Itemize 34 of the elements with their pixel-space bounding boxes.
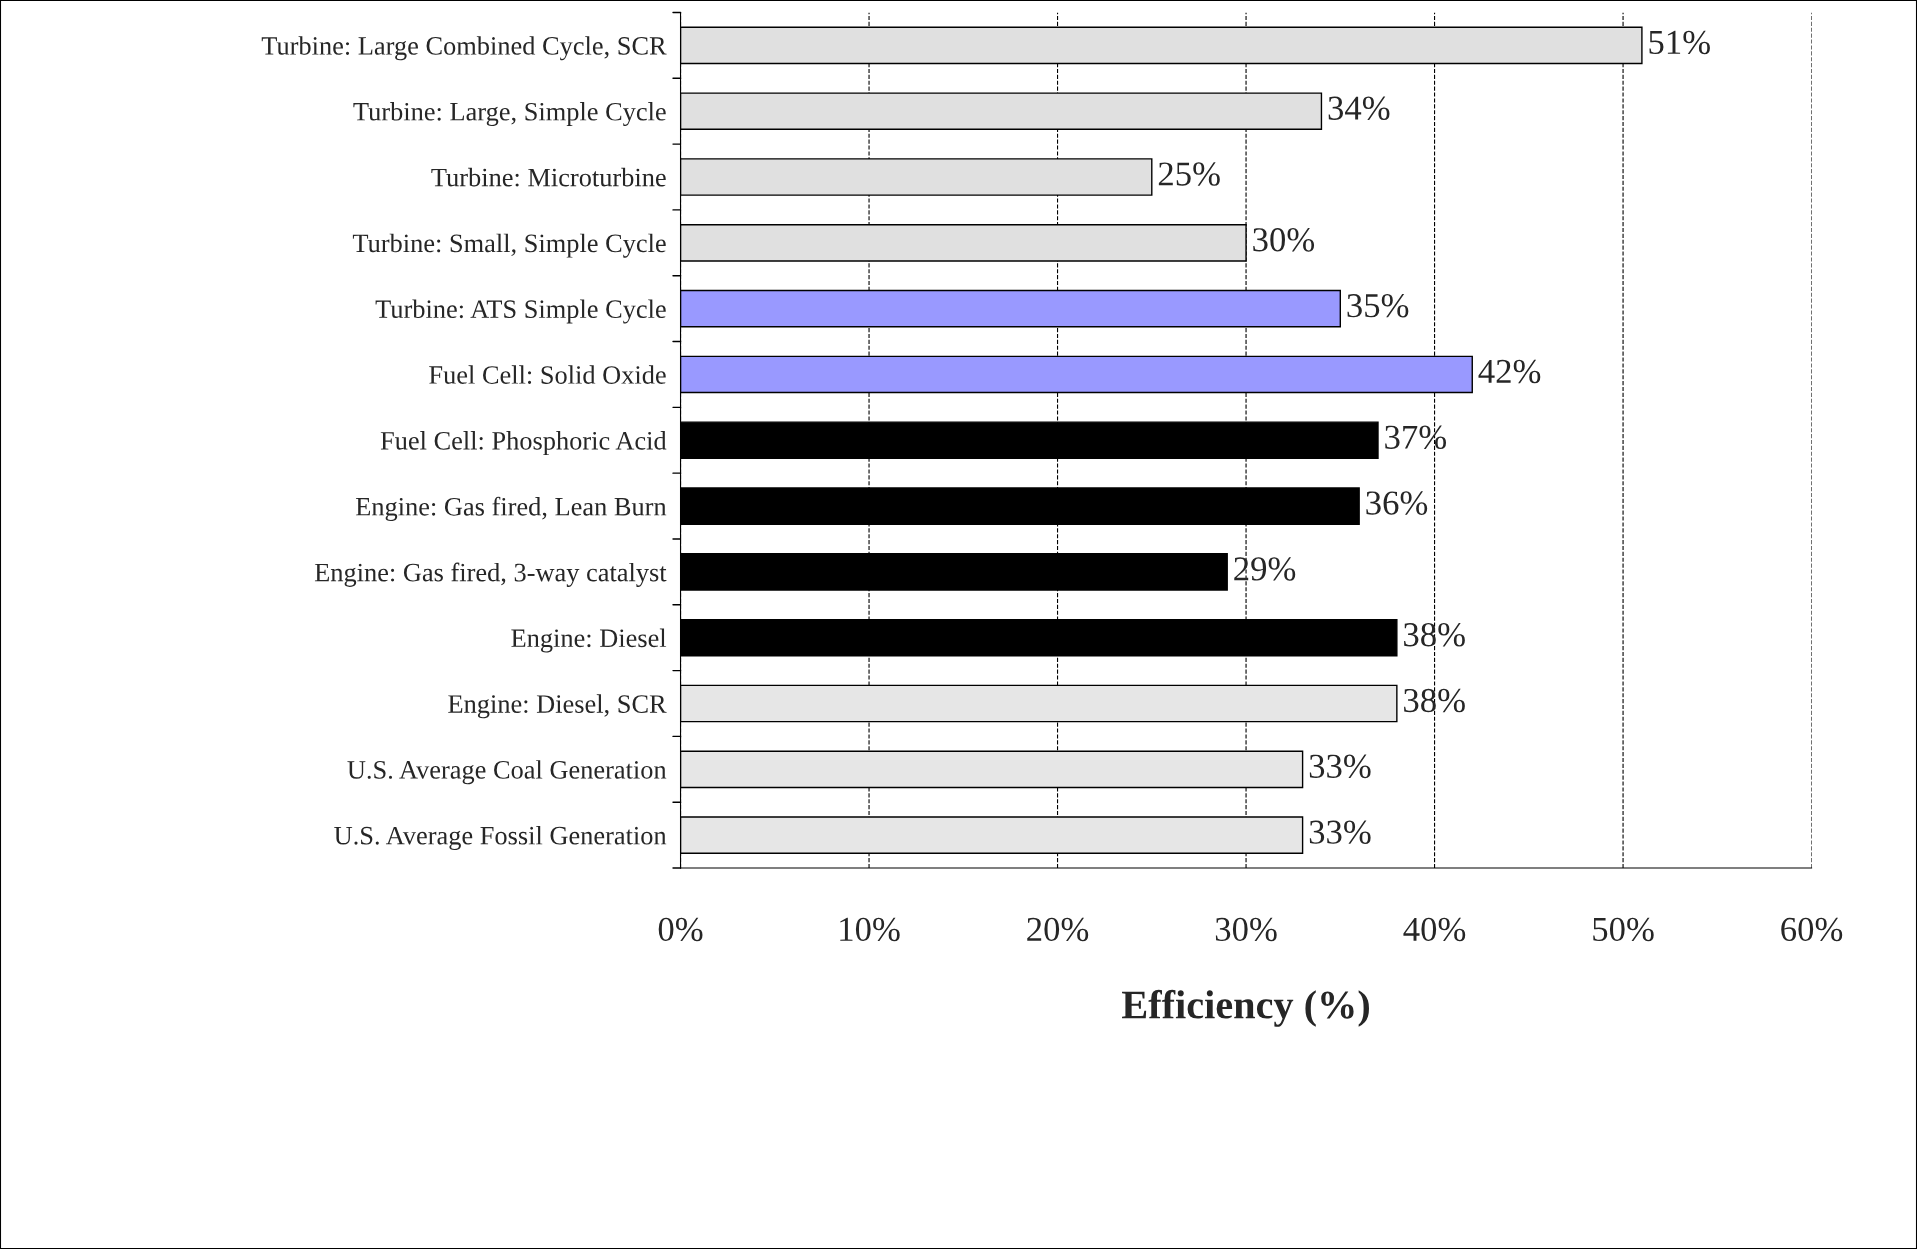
y-tick-label: Turbine: ATS Simple Cycle	[375, 299, 666, 324]
data-label: 33%	[1309, 754, 1371, 779]
data-label: 38%	[1404, 622, 1465, 647]
data-label: 35%	[1347, 293, 1409, 318]
y-tick-label: Engine: Gas fired, Lean Burn	[355, 496, 667, 522]
y-tick-label: Turbine: Microturbine	[431, 167, 666, 187]
data-label: 38%	[1404, 688, 1465, 713]
y-tick-label: Engine: Diesel, SCR	[448, 694, 667, 719]
y-tick-label: U.S. Average Fossil Generation	[334, 825, 667, 850]
data-label: 51%	[1649, 30, 1710, 55]
data-label: 37%	[1385, 425, 1447, 450]
y-tick-label: Turbine: Small, Simple Cycle	[352, 233, 666, 258]
y-tick-label: Engine: Diesel	[511, 628, 667, 653]
y-tick-label: Turbine: Large Combined Cycle, SCR	[261, 36, 667, 61]
x-tick-label: 50%	[1593, 917, 1654, 942]
data-label: 30%	[1253, 228, 1315, 252]
y-tick-label: U.S. Average Coal Generation	[347, 760, 667, 785]
y-tick-label: Engine: Gas fired, 3-way catalyst	[314, 562, 667, 587]
x-axis-title: Efficiency (%)	[1122, 989, 1369, 1027]
data-label: 34%	[1328, 96, 1390, 121]
x-tick-label: 0%	[658, 917, 703, 942]
data-label: 33%	[1309, 820, 1371, 844]
x-tick-label: 20%	[1027, 917, 1089, 942]
y-tick-label: Turbine: Large, Simple Cycle	[353, 102, 666, 127]
x-tick-label: 40%	[1403, 917, 1466, 942]
x-tick-label: 60%	[1781, 917, 1843, 942]
y-tick-label: Fuel Cell: Phosphoric Acid	[380, 431, 667, 456]
y-tick-label: Fuel Cell: Solid Oxide	[429, 365, 666, 384]
data-label: 29%	[1234, 557, 1296, 581]
x-tick-label: 10%	[840, 917, 900, 942]
data-label: 25%	[1158, 162, 1220, 186]
data-label: 36%	[1366, 491, 1428, 515]
data-label: 42%	[1478, 359, 1541, 384]
x-tick-label: 30%	[1215, 917, 1277, 942]
